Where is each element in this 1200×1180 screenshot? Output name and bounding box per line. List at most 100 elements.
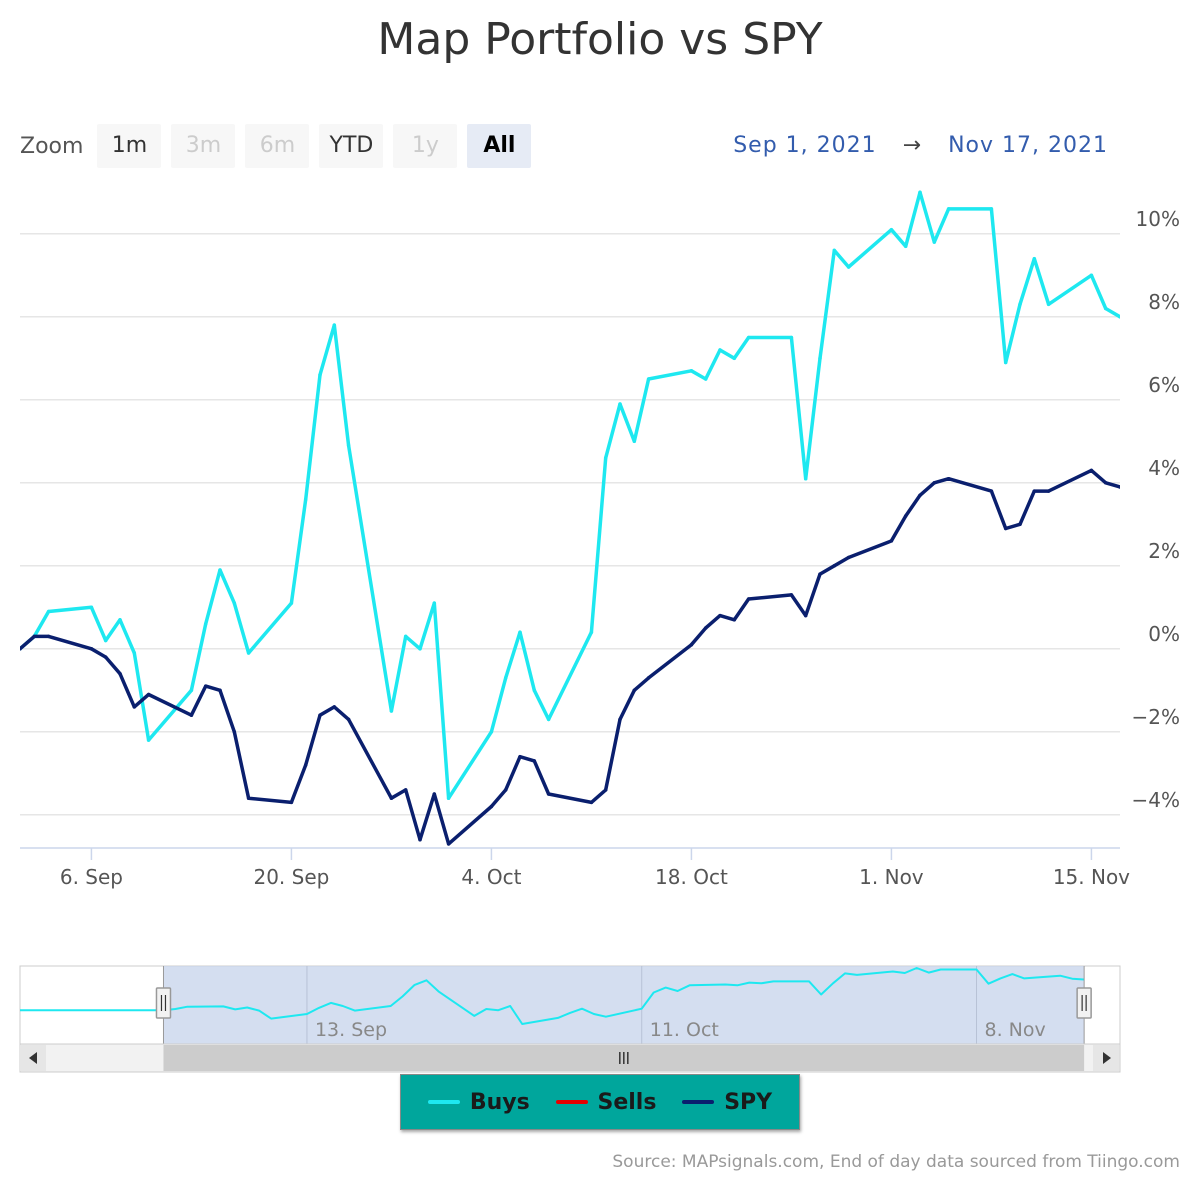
data-point-spy bbox=[118, 671, 122, 676]
x-tick-label: 20. Sep bbox=[253, 865, 329, 889]
zoom-1m-button[interactable]: 1m bbox=[97, 124, 162, 168]
data-point-spy bbox=[503, 788, 508, 792]
data-point-buys bbox=[603, 456, 608, 460]
data-point-buys bbox=[718, 348, 722, 352]
scroll-right-button[interactable] bbox=[1093, 1045, 1119, 1071]
legend-item-spy[interactable]: SPY bbox=[682, 1090, 772, 1115]
navigator-handle-right[interactable] bbox=[1076, 987, 1092, 1019]
data-point-spy bbox=[303, 763, 308, 767]
arrow-left-icon bbox=[29, 1052, 37, 1064]
data-point-buys bbox=[789, 335, 794, 340]
data-point-spy bbox=[1103, 481, 1108, 485]
data-point-buys bbox=[832, 248, 837, 253]
data-point-spy bbox=[1046, 489, 1051, 493]
navigator-series-line bbox=[20, 967, 1085, 1025]
data-point-spy bbox=[846, 555, 851, 560]
data-point-spy bbox=[646, 676, 651, 680]
data-point-buys bbox=[1103, 306, 1108, 311]
legend-item-sells[interactable]: Sells bbox=[555, 1090, 656, 1115]
data-point-spy bbox=[932, 481, 937, 485]
data-point-spy bbox=[132, 705, 137, 709]
navigator-handle-left[interactable] bbox=[155, 987, 172, 1019]
data-point-spy bbox=[146, 692, 151, 697]
data-point-buys bbox=[1032, 256, 1037, 261]
series-line-spy bbox=[20, 468, 1120, 846]
data-point-buys bbox=[203, 622, 208, 626]
zoom-ytd-button[interactable]: YTD bbox=[319, 124, 384, 168]
zoom-3m-button[interactable]: 3m bbox=[171, 124, 236, 168]
data-point-spy bbox=[318, 713, 322, 717]
data-point-spy bbox=[946, 476, 951, 481]
data-point-spy bbox=[603, 788, 608, 792]
data-point-buys bbox=[518, 630, 522, 634]
data-point-buys bbox=[546, 717, 551, 722]
zoom-6m-button[interactable]: 6m bbox=[245, 124, 310, 168]
legend-item-buys[interactable]: Buys bbox=[427, 1090, 530, 1115]
gridlines bbox=[20, 233, 1120, 816]
navigator-tick-label: 8. Nov bbox=[985, 1019, 1046, 1041]
data-point-buys bbox=[132, 651, 137, 655]
data-point-spy bbox=[89, 647, 94, 651]
navigator[interactable]: 13. Sep 11. Oct 8. Nov bbox=[19, 965, 1121, 1045]
data-point-spy bbox=[703, 626, 708, 630]
data-point-spy bbox=[1089, 468, 1094, 473]
range-from-date[interactable]: Sep 1, 2021 bbox=[733, 133, 877, 158]
x-tick-label: 1. Nov bbox=[859, 865, 924, 889]
navigator-selection[interactable] bbox=[163, 966, 1085, 1044]
scrollbar[interactable] bbox=[19, 1043, 1121, 1073]
data-point-buys bbox=[318, 373, 322, 377]
data-point-buys bbox=[689, 369, 694, 373]
data-point-spy bbox=[532, 759, 537, 763]
data-point-buys bbox=[1046, 302, 1051, 307]
data-point-spy bbox=[632, 688, 637, 693]
legend-swatch-sells bbox=[555, 1100, 588, 1104]
range-to-date[interactable]: Nov 17, 2021 bbox=[948, 133, 1108, 158]
zoom-selector: Zoom 1m 3m 6m YTD 1y All bbox=[20, 124, 541, 168]
data-point-buys bbox=[1018, 302, 1022, 307]
data-point-spy bbox=[332, 705, 337, 709]
data-point-buys bbox=[1089, 273, 1094, 278]
zoom-1y-button[interactable]: 1y bbox=[393, 124, 458, 168]
data-point-spy bbox=[818, 572, 822, 576]
data-point-buys bbox=[146, 738, 151, 742]
date-range-display: Sep 1, 2021 → Nov 17, 2021 bbox=[733, 124, 1108, 168]
data-point-buys bbox=[446, 796, 451, 800]
data-point-buys bbox=[403, 634, 408, 639]
data-point-buys bbox=[418, 647, 422, 651]
y-axis: −4% −2% 0% 2% 4% 6% 8% 10% bbox=[1132, 207, 1181, 812]
zoom-all-button[interactable]: All bbox=[467, 124, 532, 168]
data-point-buys bbox=[389, 709, 394, 713]
range-arrow-icon: → bbox=[902, 133, 923, 158]
plot-series bbox=[20, 190, 1120, 846]
data-point-spy bbox=[232, 730, 237, 734]
data-point-spy bbox=[1118, 485, 1120, 489]
x-tick-label: 4. Oct bbox=[461, 865, 521, 889]
data-point-spy bbox=[489, 804, 494, 809]
navigator-handle-left-box[interactable] bbox=[155, 987, 172, 1019]
navigator-tick-label: 13. Sep bbox=[315, 1019, 387, 1041]
data-point-spy bbox=[246, 796, 251, 800]
data-point-spy bbox=[732, 618, 737, 622]
data-point-buys bbox=[703, 377, 708, 381]
data-point-spy bbox=[518, 754, 522, 759]
data-point-buys bbox=[932, 240, 937, 244]
legend-label-spy: SPY bbox=[724, 1089, 773, 1115]
data-point-buys bbox=[89, 605, 94, 610]
data-point-spy bbox=[889, 539, 894, 543]
data-point-buys bbox=[632, 439, 637, 444]
data-point-buys bbox=[46, 609, 51, 614]
data-point-buys bbox=[918, 190, 922, 195]
data-point-buys bbox=[218, 568, 222, 572]
data-point-buys bbox=[189, 688, 194, 693]
data-point-spy bbox=[203, 684, 208, 688]
data-point-buys bbox=[103, 638, 108, 643]
series-line-buys bbox=[20, 190, 1120, 800]
data-point-buys bbox=[489, 730, 494, 734]
data-point-buys bbox=[503, 676, 508, 680]
series-buys bbox=[20, 190, 1120, 800]
scroll-left-button[interactable] bbox=[20, 1045, 46, 1071]
data-point-spy bbox=[918, 493, 922, 498]
data-point-buys bbox=[989, 207, 994, 211]
navigator-handle-right-box[interactable] bbox=[1076, 987, 1092, 1019]
